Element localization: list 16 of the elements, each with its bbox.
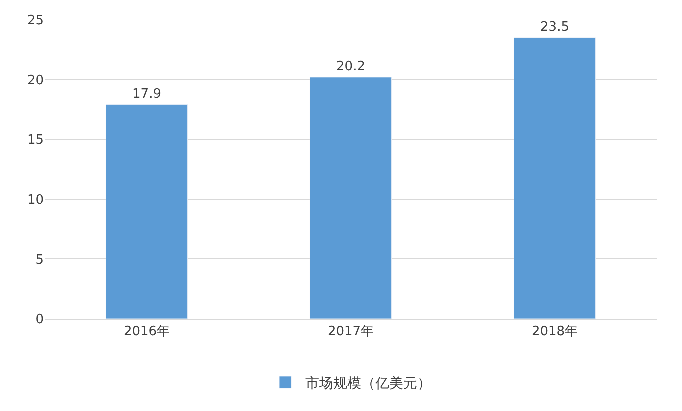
bar <box>514 38 596 319</box>
data-label: 17.9 <box>132 86 162 102</box>
data-label: 20.2 <box>336 59 366 74</box>
x-tick-label: 2016年 <box>124 324 170 340</box>
y-tick-label: 25 <box>27 14 44 29</box>
legend-label: 市场规模（亿美元） <box>306 376 432 392</box>
bar <box>310 77 392 319</box>
y-tick-label: 20 <box>27 73 44 88</box>
x-tick-label: 2017年 <box>328 324 374 340</box>
y-tick-label: 10 <box>27 192 44 208</box>
data-label: 23.5 <box>540 20 570 35</box>
y-tick-label: 5 <box>36 252 44 268</box>
bar <box>106 104 188 319</box>
y-tick-label: 15 <box>27 133 44 148</box>
y-tick-label: 0 <box>36 312 44 328</box>
x-tick-label: 2018年 <box>532 324 578 340</box>
